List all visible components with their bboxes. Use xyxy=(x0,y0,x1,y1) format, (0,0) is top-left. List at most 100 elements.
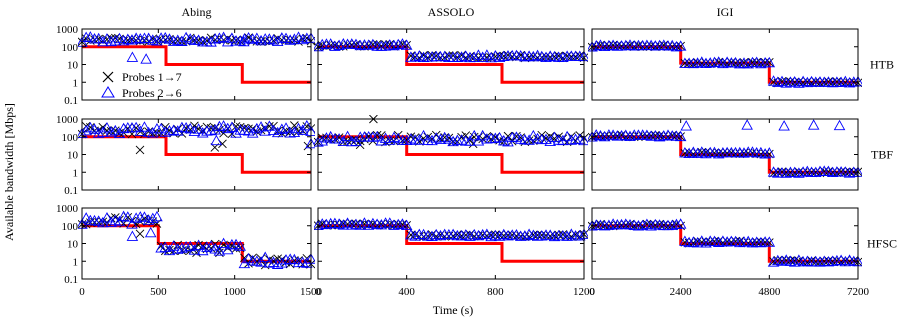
probe-marker-2to6 xyxy=(80,212,92,223)
marker-stroke xyxy=(269,256,278,266)
marker-stroke xyxy=(714,57,723,67)
probe-marker-2to6 xyxy=(670,41,683,52)
marker-stroke xyxy=(613,41,622,50)
marker-stroke xyxy=(173,36,183,46)
probe-marker-2to6 xyxy=(793,167,805,178)
probe-marker-1to7 xyxy=(651,131,660,140)
marker-stroke xyxy=(512,131,521,141)
probe-marker-2to6 xyxy=(741,119,753,130)
probe-marker-1to7 xyxy=(194,124,203,134)
probe-marker-2to6 xyxy=(603,219,615,230)
column-title: IGI xyxy=(717,5,734,19)
probe-marker-2to6 xyxy=(105,126,117,137)
probe-marker-2to6 xyxy=(138,121,151,132)
marker-stroke xyxy=(727,58,736,67)
marker-stroke xyxy=(192,248,201,258)
probe-marker-2to6 xyxy=(167,240,180,251)
marker-stroke xyxy=(752,57,761,67)
marker-stroke xyxy=(465,51,475,61)
probe-marker-2to6 xyxy=(117,34,130,46)
marker-stroke xyxy=(398,39,407,49)
probe-marker-2to6 xyxy=(126,230,139,241)
marker-stroke xyxy=(731,58,740,68)
marker-stroke xyxy=(202,36,212,45)
probe-marker-2to6 xyxy=(316,135,328,146)
probe-marker-2to6 xyxy=(620,39,632,51)
probe-marker-2to6 xyxy=(498,50,510,61)
probe-marker-2to6 xyxy=(209,124,222,135)
probe-marker-2to6 xyxy=(434,133,447,145)
probe-marker-2to6 xyxy=(434,229,447,241)
probe-marker-2to6 xyxy=(540,51,552,63)
probe-marker-2to6 xyxy=(691,147,704,159)
probe-marker-2to6 xyxy=(159,241,172,253)
marker-stroke xyxy=(448,51,458,60)
marker-stroke xyxy=(144,127,153,136)
probe-marker-2to6 xyxy=(455,230,468,241)
probe-marker-1to7 xyxy=(554,230,563,240)
marker-stroke xyxy=(181,123,191,133)
probe-marker-2to6 xyxy=(271,35,284,47)
marker-stroke xyxy=(252,257,262,266)
probe-marker-2to6 xyxy=(155,122,167,134)
probe-marker-2to6 xyxy=(674,40,687,51)
marker-stroke xyxy=(541,133,551,143)
probe-marker-2to6 xyxy=(151,210,163,222)
probe-marker-2to6 xyxy=(848,76,860,87)
row-label: TBF xyxy=(871,148,893,162)
probe-marker-2to6 xyxy=(105,35,117,47)
legend-marker-probes-a xyxy=(102,71,114,83)
y-tick-label: 1 xyxy=(73,167,79,179)
marker-stroke xyxy=(503,50,513,60)
probe-marker-1to7 xyxy=(575,51,585,61)
probe-marker-2to6 xyxy=(276,257,288,268)
probe-marker-1to7 xyxy=(642,219,652,229)
probe-marker-2to6 xyxy=(205,36,217,47)
probe-marker-2to6 xyxy=(276,32,288,43)
probe-marker-2to6 xyxy=(354,39,366,51)
probe-marker-2to6 xyxy=(316,38,328,50)
panel-hfsc-assolo: 0 400 800 1200 xyxy=(314,207,596,298)
probe-marker-2to6 xyxy=(122,211,134,222)
probe-marker-2to6 xyxy=(527,129,540,141)
marker-stroke xyxy=(427,51,437,60)
probe-marker-1to7 xyxy=(697,147,707,157)
probe-marker-2to6 xyxy=(548,230,561,242)
marker-stroke xyxy=(135,145,145,155)
probe-marker-2to6 xyxy=(263,120,276,131)
probe-marker-2to6 xyxy=(221,122,234,134)
probe-marker-2to6 xyxy=(807,119,820,130)
probe-marker-2to6 xyxy=(192,239,205,250)
probe-marker-2to6 xyxy=(636,219,649,231)
capacity-line xyxy=(82,135,311,174)
marker-stroke xyxy=(777,76,787,86)
panel-grid: 10001001010.110001001010.110001001010.10… xyxy=(56,5,897,298)
marker-stroke xyxy=(558,53,568,63)
probe-marker-2to6 xyxy=(734,57,746,69)
probe-marker-2to6 xyxy=(144,226,157,238)
marker-stroke xyxy=(625,219,635,229)
marker-stroke xyxy=(575,51,585,61)
probe-marker-1to7 xyxy=(516,50,525,60)
probe-marker-2to6 xyxy=(788,256,801,267)
panel-tbf-assolo xyxy=(314,115,588,191)
probe-marker-2to6 xyxy=(447,135,459,147)
probe-marker-2to6 xyxy=(814,256,826,267)
probe-marker-2to6 xyxy=(822,256,835,267)
marker-stroke xyxy=(824,167,833,176)
probe-marker-2to6 xyxy=(388,219,400,230)
marker-stroke xyxy=(185,33,195,43)
y-tick-label: 0.1 xyxy=(64,185,78,197)
marker-stroke xyxy=(638,221,647,231)
marker-stroke xyxy=(849,256,859,265)
panel-tbf-abing: 1000 100 10 1 0.1 xyxy=(56,114,315,197)
marker-stroke xyxy=(777,167,787,176)
y-tick-label: 10 xyxy=(67,239,79,251)
probe-marker-1to7 xyxy=(752,237,761,247)
probe-marker-2to6 xyxy=(472,229,485,241)
marker-stroke xyxy=(554,51,563,61)
x-axis-label: Time (s) xyxy=(433,303,474,317)
probe-marker-2to6 xyxy=(371,130,383,142)
probe-marker-2to6 xyxy=(92,32,105,44)
